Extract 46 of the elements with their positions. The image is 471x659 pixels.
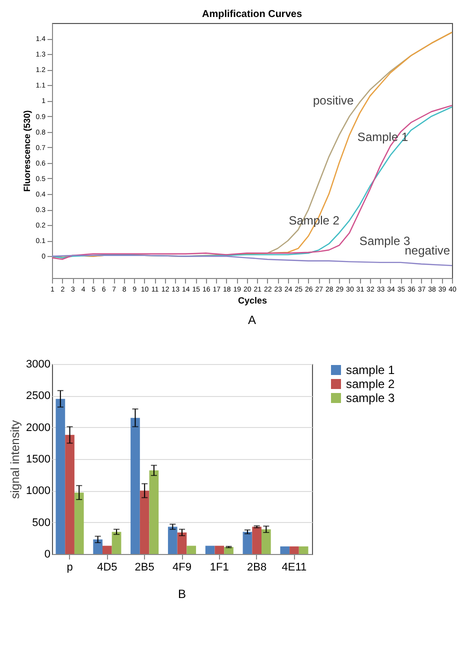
series-label: positive — [313, 93, 354, 108]
bar — [214, 546, 224, 554]
x-tick-label: 2B8 — [247, 562, 267, 574]
x-tick-label: p — [66, 562, 73, 574]
bar — [56, 398, 66, 554]
legend-label: sample 1 — [346, 363, 396, 377]
y-axis-title: signal intensity — [8, 420, 22, 499]
bar — [252, 526, 262, 554]
bar — [186, 546, 196, 554]
x-tick-label: 2B5 — [134, 562, 154, 574]
y-axis-title: Fluorescence (530) — [22, 110, 32, 192]
y-tick-label: 2500 — [26, 390, 50, 402]
bar — [205, 546, 215, 554]
x-tick-label: 1F1 — [210, 562, 229, 574]
bar — [74, 492, 84, 554]
bar — [102, 546, 112, 554]
bar — [290, 546, 299, 554]
bar — [177, 532, 187, 554]
x-tick-label: 4D5 — [97, 562, 118, 574]
bar — [112, 532, 122, 554]
y-tick-label: 3000 — [26, 358, 50, 370]
y-tick-label: 1500 — [26, 454, 50, 466]
legend-label: sample 2 — [346, 377, 396, 391]
legend-label: sample 3 — [346, 391, 396, 405]
bar — [93, 539, 103, 554]
bar — [130, 418, 140, 554]
y-tick-label: 500 — [32, 516, 50, 529]
x-tick-label: 4F9 — [172, 562, 192, 574]
chart-title: Amplification Curves — [202, 9, 302, 20]
bar — [149, 470, 159, 554]
text: A — [248, 313, 256, 327]
bar — [224, 547, 234, 554]
bar — [298, 546, 308, 554]
bar — [242, 532, 252, 554]
bar — [65, 434, 74, 554]
text: B — [178, 587, 186, 601]
bar — [140, 490, 150, 554]
series-label: Sample 3 — [359, 234, 410, 248]
y-tick-label: 2000 — [26, 422, 50, 434]
y-tick-label: 1000 — [26, 485, 50, 498]
y-tick-label: 0 — [44, 548, 50, 560]
bar — [168, 526, 178, 554]
x-tick-label: 4E11 — [282, 562, 307, 574]
x-axis-title: Cycles — [238, 296, 268, 306]
bar — [261, 529, 271, 554]
bar — [280, 546, 290, 554]
